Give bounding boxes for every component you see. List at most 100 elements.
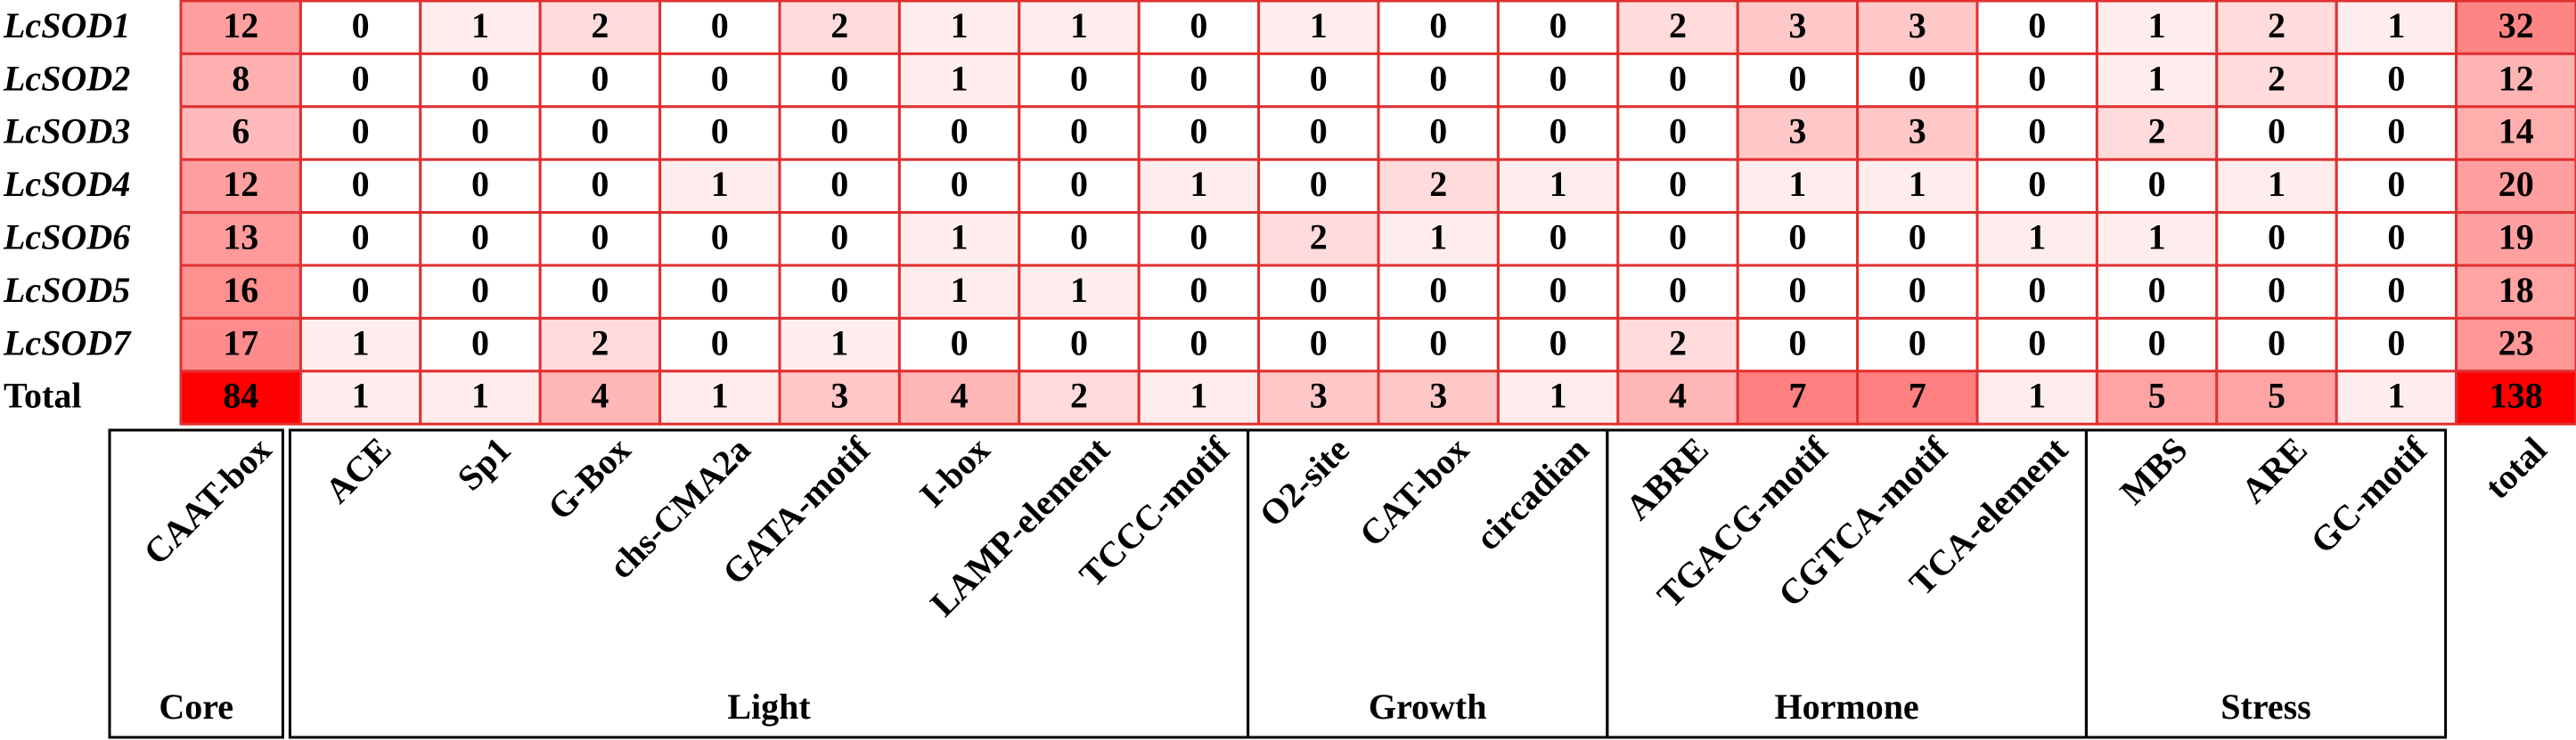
cell-value: 1 — [2387, 376, 2405, 416]
cell — [1257, 158, 1380, 215]
cell — [2095, 105, 2219, 161]
cell-value: 6 — [232, 111, 249, 151]
cell-value: 0 — [1190, 322, 1207, 362]
cell-value: 0 — [1669, 58, 1687, 98]
cell — [658, 105, 781, 161]
column-header: Sp1 — [449, 429, 518, 498]
column-header: O2-site — [1251, 429, 1356, 534]
cell — [1018, 52, 1141, 109]
cell-value: 1 — [2148, 216, 2166, 256]
cell-value: 2 — [591, 322, 609, 362]
cell-value: 0 — [1310, 322, 1328, 362]
cell-value: 0 — [2028, 322, 2046, 362]
cell-value: 5 — [2268, 376, 2286, 416]
row-label: LcSOD5 — [3, 270, 130, 310]
cell-value: 0 — [830, 58, 848, 98]
cell — [2335, 211, 2458, 267]
cell — [179, 211, 302, 267]
cell — [1736, 370, 1860, 426]
cell — [1137, 316, 1261, 373]
cell-value: 0 — [1310, 58, 1328, 98]
cell-value: 0 — [1669, 164, 1687, 204]
cell — [2095, 211, 2219, 267]
cell-value: 0 — [1429, 270, 1447, 310]
cell-value: 2 — [830, 5, 848, 45]
cell — [419, 370, 542, 426]
cell — [2455, 316, 2576, 373]
cell-value: 0 — [1070, 164, 1088, 204]
cell-value: 0 — [830, 270, 848, 310]
cell-value: 0 — [830, 164, 848, 204]
cell-value: 0 — [951, 111, 969, 151]
cell-value: 0 — [1788, 216, 1806, 256]
cell-value: 0 — [711, 322, 729, 362]
cell-value: 0 — [1310, 164, 1328, 204]
cell — [179, 0, 302, 55]
cell — [1257, 0, 1380, 55]
cell — [1137, 370, 1261, 426]
cell-value: 0 — [2387, 270, 2405, 310]
cell-value: 1 — [2028, 376, 2046, 416]
cell-value: 32 — [2498, 5, 2534, 45]
group-label: Light — [727, 687, 811, 727]
row-label: LcSOD2 — [3, 58, 130, 98]
cell-value: 0 — [2387, 322, 2405, 362]
cell-value: 0 — [951, 164, 969, 204]
cell — [2455, 158, 2576, 215]
cell-value: 0 — [1550, 270, 1567, 310]
row-label: LcSOD1 — [3, 5, 130, 45]
cell — [2335, 370, 2458, 426]
cell-value: 1 — [1190, 376, 1207, 416]
cell — [1496, 0, 1620, 55]
cell-value: 0 — [830, 216, 848, 256]
cell-value: 1 — [711, 164, 729, 204]
row-label: LcSOD3 — [3, 111, 130, 151]
cell-value: 1 — [471, 376, 489, 416]
cell — [778, 105, 901, 161]
group-box — [108, 428, 284, 739]
cell-value: 0 — [352, 270, 370, 310]
cell-value: 1 — [2387, 5, 2405, 45]
cell — [1018, 0, 1141, 55]
cell-value: 0 — [1190, 58, 1207, 98]
cell-value: 3 — [1788, 111, 1806, 151]
cell-value: 0 — [2268, 322, 2286, 362]
cell — [1257, 105, 1380, 161]
cell — [1018, 316, 1141, 373]
column-header: ACE — [317, 429, 399, 511]
cell — [1736, 264, 1860, 320]
cell — [298, 158, 422, 215]
cell — [1856, 370, 1979, 426]
cell-value: 0 — [1909, 270, 1926, 310]
cell — [1496, 158, 1620, 215]
column-header: MBS — [2112, 429, 2195, 512]
cell-value: 20 — [2498, 164, 2534, 204]
cell-value: 4 — [951, 376, 969, 416]
cell-value: 0 — [1429, 111, 1447, 151]
cell — [2095, 264, 2219, 320]
cell-value: 1 — [352, 376, 370, 416]
cell-value: 0 — [830, 111, 848, 151]
cell — [1616, 211, 1739, 267]
cell — [2455, 52, 2576, 109]
cell-value: 0 — [2387, 164, 2405, 204]
cell — [658, 52, 781, 109]
cell-value: 0 — [1788, 270, 1806, 310]
cell-value: 0 — [2148, 270, 2166, 310]
cell — [1018, 158, 1141, 215]
cell-value: 0 — [1550, 111, 1567, 151]
cell-value: 1 — [2268, 164, 2286, 204]
cell-value: 12 — [2498, 58, 2534, 98]
cell-value: 0 — [471, 58, 489, 98]
cell-value: 2 — [2268, 58, 2286, 98]
cell — [778, 211, 901, 267]
cell — [1975, 158, 2098, 215]
cell-value: 0 — [352, 216, 370, 256]
cell — [2215, 158, 2338, 215]
cell-value: 0 — [1669, 216, 1687, 256]
cell — [2215, 52, 2338, 109]
cell — [1018, 264, 1141, 320]
column-header: I-box — [912, 429, 997, 515]
cell-value: 1 — [1909, 164, 1926, 204]
cell-value: 0 — [2028, 111, 2046, 151]
